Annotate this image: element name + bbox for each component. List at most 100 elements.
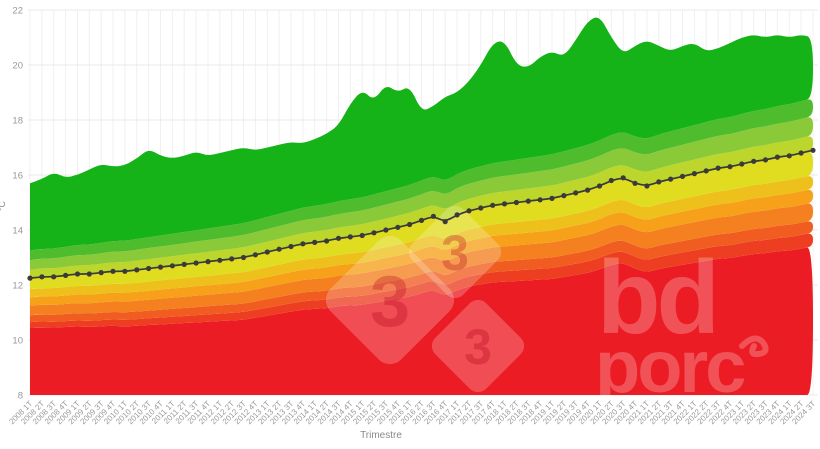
median-point[interactable] — [193, 260, 199, 266]
median-point[interactable] — [810, 147, 816, 153]
median-point[interactable] — [110, 268, 116, 274]
percentile-band — [30, 233, 813, 328]
median-point[interactable] — [798, 150, 804, 156]
watermark-digit: 3 — [464, 319, 492, 375]
median-point[interactable] — [205, 259, 211, 265]
percentile-band — [30, 117, 813, 270]
percentile-band — [30, 203, 813, 316]
median-point[interactable] — [501, 201, 508, 207]
median-point[interactable] — [715, 165, 721, 171]
watermark-digit: 3 — [370, 262, 410, 342]
median-point[interactable] — [573, 190, 579, 196]
watermark-bdporc-bottom: porc — [595, 325, 744, 408]
median-point[interactable] — [407, 221, 413, 228]
y-axis-tick-label: 8 — [18, 391, 23, 402]
median-points — [27, 147, 816, 281]
median-point[interactable] — [549, 195, 555, 201]
median-point[interactable] — [739, 161, 745, 167]
median-point[interactable] — [608, 177, 614, 184]
median-point[interactable] — [157, 264, 164, 270]
median-point[interactable] — [620, 175, 626, 181]
median-point[interactable] — [442, 219, 448, 225]
y-axis-tick-label: 16 — [12, 171, 23, 182]
median-point[interactable] — [252, 252, 258, 258]
median-point[interactable] — [691, 171, 698, 177]
y-axis-tick-label: 18 — [12, 116, 23, 127]
median-point[interactable] — [679, 173, 686, 179]
median-point[interactable] — [63, 272, 69, 278]
percentile-bands — [30, 17, 813, 395]
median-point[interactable] — [395, 224, 401, 230]
median-point[interactable] — [51, 274, 57, 280]
median-point[interactable] — [430, 213, 436, 219]
watermark-diamond — [431, 299, 525, 393]
median-point[interactable] — [703, 168, 709, 174]
percentile-band — [30, 247, 813, 395]
percentile-band — [30, 189, 813, 306]
median-point[interactable] — [490, 202, 496, 208]
median-point[interactable] — [632, 180, 638, 186]
median-point[interactable] — [525, 198, 531, 204]
median-point[interactable] — [727, 164, 733, 170]
median-point[interactable] — [74, 271, 81, 277]
median-point[interactable] — [774, 154, 781, 160]
y-axis-tick-label: 20 — [12, 61, 23, 72]
x-axis-title: Trimestre — [360, 430, 402, 441]
median-point[interactable] — [264, 249, 270, 255]
median-point[interactable] — [751, 158, 757, 164]
y-axis-tick-label: 10 — [12, 336, 23, 347]
y-axis-tick-label: 14 — [12, 226, 23, 237]
median-point[interactable] — [359, 232, 365, 239]
median-point[interactable] — [383, 227, 389, 233]
median-point[interactable] — [86, 271, 92, 277]
watermark-diamond — [325, 235, 455, 365]
y-axis-title: °C — [0, 200, 8, 212]
median-point[interactable] — [786, 153, 792, 159]
median-point[interactable] — [668, 176, 674, 182]
median-point[interactable] — [585, 187, 591, 193]
percentile-band — [30, 17, 813, 251]
median-point[interactable] — [324, 238, 330, 244]
median-point[interactable] — [181, 261, 187, 267]
median-point[interactable] — [229, 256, 235, 262]
watermark-bdporc-top: bd — [597, 240, 716, 356]
median-point[interactable] — [561, 193, 567, 199]
percentile-band — [30, 221, 813, 323]
median-point[interactable] — [288, 243, 294, 250]
watermark-digit: 3 — [441, 225, 469, 281]
median-point[interactable] — [122, 268, 128, 274]
median-point[interactable] — [312, 239, 318, 245]
median-point[interactable] — [169, 263, 175, 269]
median-point[interactable] — [335, 235, 342, 241]
median-point[interactable] — [466, 208, 472, 214]
median-point[interactable] — [371, 230, 377, 236]
median-point[interactable] — [300, 241, 306, 247]
median-point[interactable] — [146, 265, 152, 272]
median-point[interactable] — [762, 157, 769, 163]
y-axis-tick-label: 12 — [12, 281, 23, 292]
percentile-band — [30, 99, 813, 261]
median-point[interactable] — [454, 212, 460, 218]
median-point[interactable] — [596, 183, 603, 189]
percentile-band — [30, 136, 813, 279]
median-point[interactable] — [537, 197, 543, 203]
median-point[interactable] — [513, 199, 520, 206]
median-point[interactable] — [478, 205, 484, 211]
median-point[interactable] — [98, 270, 104, 276]
median-point[interactable] — [276, 246, 282, 252]
median-point[interactable] — [656, 179, 662, 185]
median-point[interactable] — [39, 274, 45, 280]
median-point[interactable] — [347, 234, 353, 240]
y-axis-tick-labels: 22 20 18 16 14 12 10 8 — [12, 6, 23, 402]
median-point[interactable] — [134, 267, 140, 273]
median-point[interactable] — [644, 183, 650, 189]
median-point[interactable] — [217, 257, 223, 263]
median-point[interactable] — [27, 275, 33, 281]
median-point[interactable] — [418, 217, 425, 223]
median-point[interactable] — [240, 254, 247, 261]
percentile-band — [30, 151, 813, 290]
watermark-diamond — [408, 205, 502, 299]
